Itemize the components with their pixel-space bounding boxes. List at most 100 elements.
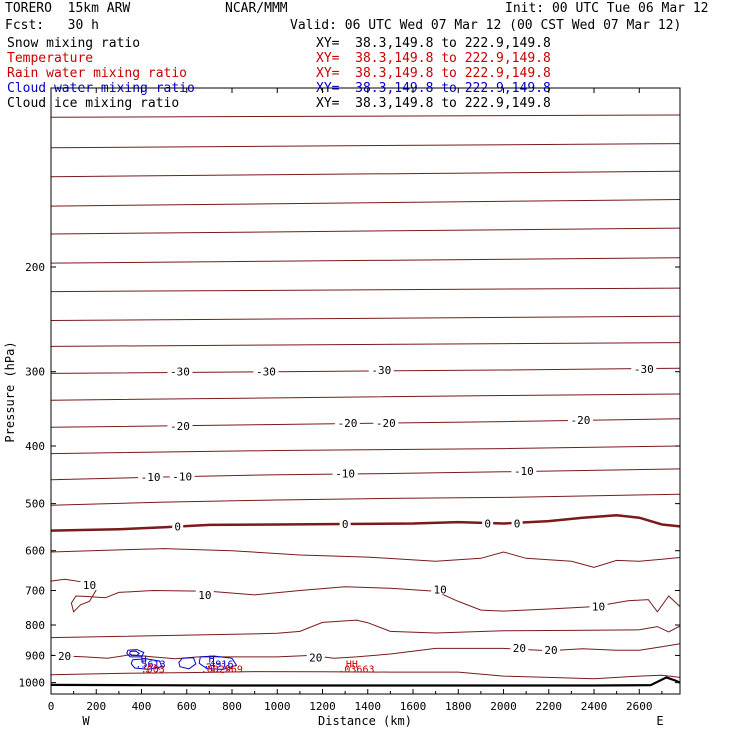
iso-straight-4: [50, 199, 681, 207]
temp-label: -30: [634, 363, 654, 376]
temp-label-bg: [334, 417, 360, 429]
temp-label-bg: [167, 365, 193, 377]
cw-blob-1-inner: [129, 650, 141, 656]
iso-straight-8: [50, 315, 681, 321]
forecast-hour: Fcst: 30 h: [5, 18, 99, 33]
mixing-label: .5613: [135, 659, 165, 670]
temp-label: -20: [170, 420, 190, 433]
mixing-label: .002969: [201, 665, 243, 676]
valid-time: Valid: 06 UTC Wed 07 Mar 12 (00 CST Wed …: [290, 18, 682, 33]
temp-label-bg: [567, 414, 593, 426]
x-tick-label: 2400: [581, 700, 608, 713]
x-tick-label: 1200: [309, 700, 336, 713]
temp-label-bg: [431, 583, 450, 595]
west-label: W: [82, 714, 90, 728]
temp-label: -10: [335, 468, 355, 481]
iso-plus10-west: [50, 578, 97, 613]
iso-minus25: [50, 393, 681, 401]
iso-minus30: [50, 367, 681, 374]
temp-label: 20: [309, 651, 322, 664]
x-tick-label: 2000: [490, 700, 517, 713]
cw-blob-2: [130, 658, 163, 670]
temp-label: -30: [170, 366, 190, 379]
y-tick-label: 200: [25, 261, 45, 274]
x-tick-label: 1800: [445, 700, 472, 713]
field-xy-temperature: XY= 38.3,149.8 to 222.9,149.8: [316, 51, 551, 66]
iso-straight-7: [50, 287, 681, 293]
iso-plus20: [50, 643, 681, 660]
plot-lines: [50, 114, 681, 687]
iso-plus25: [50, 671, 681, 680]
mixing-label: .03663: [338, 665, 374, 676]
temp-label-bg: [368, 363, 394, 375]
east-label: E: [656, 714, 663, 728]
field-name-temperature: Temperature: [7, 51, 94, 66]
temp-label: -10: [141, 471, 161, 484]
iso-straight-1: [50, 114, 681, 118]
temp-label-bg: [482, 517, 494, 529]
temp-label: 10: [83, 579, 96, 592]
cw-blob-1: [126, 649, 145, 658]
temp-label-bg: [631, 363, 657, 375]
mixing-label: .4916: [203, 659, 233, 670]
iso-straight-2: [50, 143, 681, 149]
iso-minus15: [50, 445, 681, 455]
x-tick-label: 0: [48, 700, 55, 713]
temp-label: 10: [434, 583, 447, 596]
iso-zero: [50, 513, 681, 532]
iso-plus5: [50, 548, 681, 568]
temp-label-bg: [332, 467, 358, 479]
temp-label-bg: [169, 470, 195, 482]
center-title: NCAR/MMM: [225, 1, 288, 16]
field-xy-cloud-ice: XY= 38.3,149.8 to 222.9,149.8: [316, 96, 551, 111]
temp-label-bg: [253, 365, 279, 377]
temp-label-bg: [511, 517, 523, 529]
temp-label-bg: [510, 642, 529, 654]
y-tick-label: 700: [25, 585, 45, 598]
iso-straight-9: [50, 342, 681, 347]
y-tick-label: 800: [25, 619, 45, 632]
x-axis-label: Distance (km): [318, 714, 412, 728]
iso-straight-5: [50, 227, 681, 235]
temp-label: 0: [342, 518, 349, 531]
temp-label: 0: [174, 520, 181, 533]
iso-straight-3: [50, 170, 681, 178]
y-tick-label: 600: [25, 545, 45, 558]
mixing-label: .003: [141, 665, 165, 676]
temp-label: 0: [484, 518, 491, 531]
init-time: Init: 00 UTC Tue 06 Mar 12: [505, 1, 709, 16]
x-tick-label: 2600: [626, 700, 653, 713]
temp-label: -10: [514, 465, 534, 478]
temp-label-bg: [542, 643, 561, 655]
rw-blob-2: [206, 662, 234, 674]
plot-labels: -30 -30 -30 -30 -20 -20 -20 -20 -10 -10 -10 -10 0 0 0 0…: [55, 363, 657, 676]
iso-plus15: [50, 619, 681, 639]
cw-blob-4: [198, 655, 238, 670]
axes: 0 200 400 600 800 1000 1200 1400 1600 1800 2000 220…: [19, 88, 680, 713]
temp-label: -30: [256, 366, 276, 379]
temp-label-bg: [138, 470, 164, 482]
iso-plus10: [84, 586, 681, 613]
x-tick-label: 200: [86, 700, 106, 713]
cw-blob-3: [178, 657, 197, 670]
temp-label: -20: [337, 417, 357, 430]
y-tick-label: 500: [25, 498, 45, 511]
temp-label-bg: [511, 465, 537, 477]
temp-label-bg: [589, 600, 608, 612]
temp-label-bg: [80, 578, 99, 590]
x-tick-label: 1600: [400, 700, 427, 713]
field-xy-rain: XY= 38.3,149.8 to 222.9,149.8: [316, 66, 551, 81]
field-name-snow: Snow mixing ratio: [7, 36, 141, 51]
field-xy-snow: XY= 38.3,149.8 to 222.9,149.8: [316, 36, 551, 51]
temp-label: 0: [514, 518, 521, 531]
temp-label: 20: [513, 642, 526, 655]
temp-label: 20: [544, 644, 557, 657]
temp-label-bg: [195, 588, 214, 600]
plot-frame: [50, 87, 681, 695]
y-tick-label: 900: [25, 649, 45, 662]
rw-blob-1: [143, 664, 161, 674]
x-tick-label: 2200: [536, 700, 563, 713]
iso-straight-6: [50, 257, 681, 264]
temp-label-bg: [373, 417, 399, 429]
